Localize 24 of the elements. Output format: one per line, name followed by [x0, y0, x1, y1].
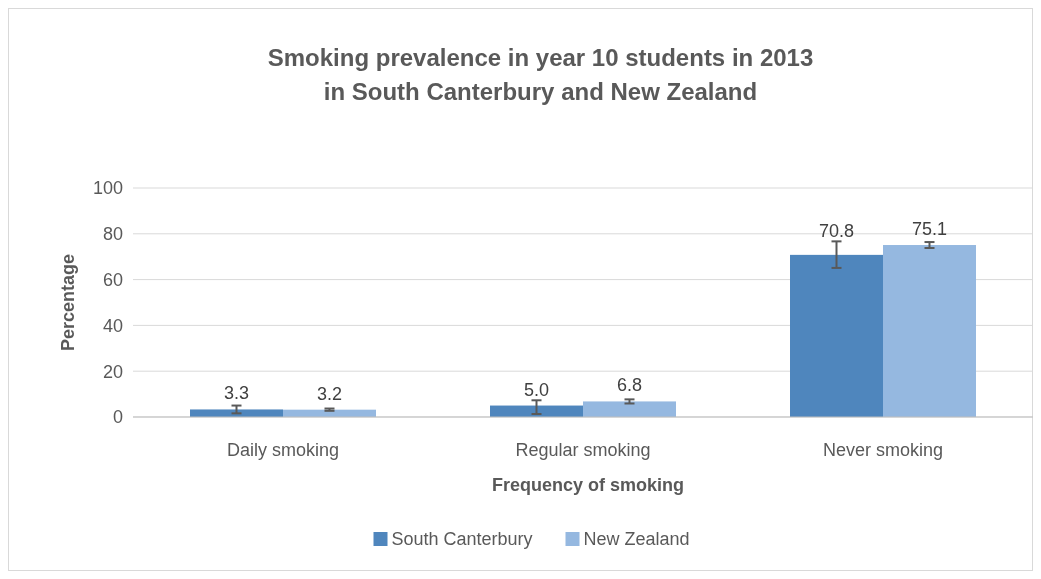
data-label: 3.2	[316, 383, 343, 404]
bar	[583, 401, 676, 417]
data-label: 5.0	[523, 379, 550, 400]
x-tick-label: Regular smoking	[515, 440, 651, 460]
legend-label: South Canterbury	[391, 529, 533, 549]
y-tick-label: 80	[102, 224, 123, 245]
y-tick-label: 0	[112, 407, 123, 428]
data-label: 70.8	[818, 221, 855, 242]
bar	[883, 245, 976, 417]
legend-label: New Zealand	[583, 529, 690, 549]
x-axis-title: Frequency of smoking	[491, 475, 685, 495]
x-tick-label: Never smoking	[822, 440, 944, 460]
data-label: 75.1	[911, 219, 948, 240]
data-label: 3.3	[223, 383, 250, 404]
y-tick-label: 60	[102, 269, 123, 290]
y-tick-label: 40	[102, 315, 123, 336]
bar	[190, 409, 283, 417]
bar	[790, 254, 883, 417]
y-axis-title: Percentage	[58, 253, 78, 352]
y-tick-label: 20	[102, 361, 123, 382]
y-tick-label: 100	[92, 178, 123, 199]
data-label: 6.8	[616, 375, 643, 396]
x-tick-label: Daily smoking	[226, 440, 340, 460]
chart-title: Smoking prevalence in year 10 students in 2013 in South Canterbury and New Zealand	[267, 44, 814, 105]
